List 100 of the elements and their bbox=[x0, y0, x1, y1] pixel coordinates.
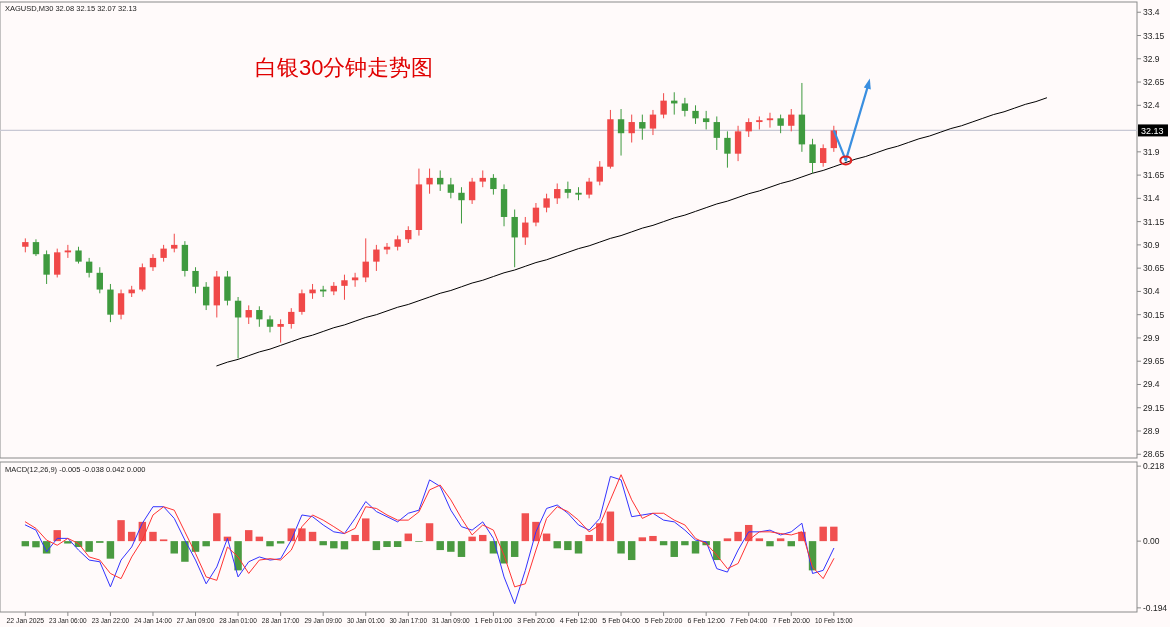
y-tick-label: 0.218 bbox=[1143, 461, 1165, 472]
candlestick bbox=[639, 114, 646, 141]
y-tick-label: 32.9 bbox=[1143, 53, 1160, 64]
candlestick bbox=[171, 233, 178, 253]
candlestick bbox=[617, 108, 625, 157]
bar bbox=[213, 513, 221, 542]
candlestick bbox=[681, 97, 689, 117]
bar bbox=[436, 541, 444, 551]
bar bbox=[723, 538, 732, 542]
candlestick bbox=[596, 160, 603, 186]
candlestick bbox=[351, 272, 359, 288]
y-tick-label: -0.194 bbox=[1143, 602, 1168, 613]
bar bbox=[202, 541, 210, 547]
candlestick bbox=[554, 182, 561, 205]
bar bbox=[691, 541, 700, 554]
candlestick bbox=[117, 289, 125, 320]
bar bbox=[830, 526, 838, 542]
candlestick bbox=[288, 307, 295, 330]
candlestick bbox=[383, 242, 391, 255]
candlestick bbox=[522, 216, 529, 246]
y-tick-label: 28.9 bbox=[1143, 426, 1160, 437]
bar bbox=[21, 541, 30, 547]
bar bbox=[510, 541, 519, 557]
candlestick bbox=[54, 248, 61, 278]
y-tick-label: 29.4 bbox=[1143, 379, 1160, 390]
y-tick-label: 29.9 bbox=[1143, 332, 1160, 343]
candlestick bbox=[426, 168, 433, 195]
ref-line-label: 32.13 bbox=[1141, 125, 1164, 136]
bar bbox=[819, 526, 827, 542]
candlestick bbox=[702, 110, 710, 130]
candlestick bbox=[149, 253, 157, 272]
line-series bbox=[216, 97, 1048, 367]
y-tick-label: 28.65 bbox=[1143, 449, 1165, 460]
candlestick bbox=[724, 130, 731, 169]
bar bbox=[447, 541, 455, 552]
candlestick bbox=[628, 114, 635, 144]
bar bbox=[393, 541, 402, 547]
candlestick bbox=[256, 305, 263, 328]
bar bbox=[787, 541, 795, 547]
candlestick bbox=[649, 109, 657, 136]
candlestick bbox=[202, 281, 210, 311]
bar bbox=[617, 541, 625, 554]
bar bbox=[117, 520, 125, 542]
bar bbox=[181, 541, 189, 562]
bar bbox=[755, 538, 764, 542]
candlestick bbox=[85, 257, 93, 278]
candlestick bbox=[543, 193, 550, 213]
candlestick bbox=[192, 266, 199, 294]
bar bbox=[372, 541, 381, 551]
candlestick bbox=[64, 244, 72, 259]
candlestick bbox=[511, 209, 518, 268]
candlestick bbox=[788, 108, 795, 132]
candlestick bbox=[585, 177, 593, 199]
bar bbox=[319, 541, 327, 546]
candlestick bbox=[266, 315, 274, 333]
bar bbox=[106, 541, 115, 559]
y-tick-label: 29.15 bbox=[1143, 402, 1165, 413]
y-tick-label: 32.65 bbox=[1143, 77, 1165, 88]
y-tick-label: 31.4 bbox=[1143, 193, 1160, 204]
y-tick-label: 33.15 bbox=[1143, 30, 1165, 41]
y-tick-label: 30.15 bbox=[1143, 309, 1165, 320]
bar bbox=[659, 541, 668, 546]
bar bbox=[521, 513, 530, 542]
y-tick-label: 0.00 bbox=[1143, 536, 1160, 547]
bar bbox=[479, 534, 487, 542]
candlestick bbox=[745, 117, 752, 138]
y-tick-label: 29.65 bbox=[1143, 356, 1165, 367]
bar bbox=[276, 541, 285, 544]
bar bbox=[574, 541, 583, 554]
bar bbox=[734, 531, 742, 542]
bar bbox=[468, 536, 476, 542]
y-tick-label: 33.4 bbox=[1143, 7, 1160, 18]
candlestick bbox=[447, 177, 455, 199]
bar bbox=[32, 541, 40, 548]
y-tick-label: 30.65 bbox=[1143, 263, 1165, 274]
bar bbox=[553, 541, 561, 549]
candlestick bbox=[713, 115, 720, 151]
bar bbox=[351, 534, 359, 542]
bar bbox=[670, 541, 678, 557]
candlestick bbox=[458, 186, 465, 224]
candlestick bbox=[777, 114, 784, 134]
bar bbox=[766, 541, 774, 547]
bar bbox=[245, 530, 253, 542]
bar bbox=[85, 541, 93, 552]
candlestick bbox=[96, 266, 103, 294]
bar bbox=[627, 541, 636, 561]
candlestick bbox=[468, 177, 476, 205]
bar bbox=[606, 511, 615, 542]
bar bbox=[585, 534, 593, 542]
candlestick bbox=[277, 318, 284, 344]
bar bbox=[170, 541, 178, 554]
bar bbox=[776, 538, 785, 542]
candlestick bbox=[298, 289, 306, 316]
bar bbox=[649, 535, 657, 542]
bar bbox=[362, 518, 370, 542]
bar bbox=[638, 537, 647, 542]
bar bbox=[564, 541, 572, 551]
bar bbox=[681, 541, 689, 546]
candlestick bbox=[234, 296, 242, 359]
bar bbox=[383, 541, 391, 547]
